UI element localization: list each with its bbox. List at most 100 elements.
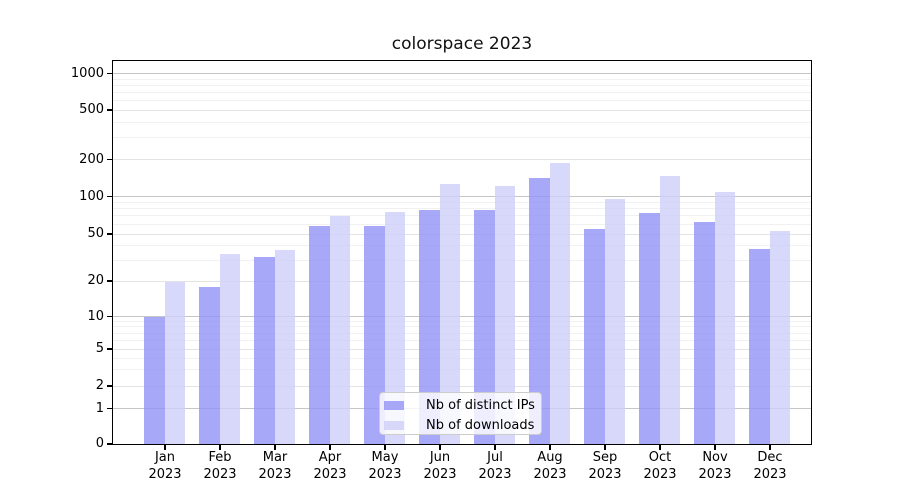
x-tick-label: Jun 2023 — [423, 450, 457, 482]
gridline — [113, 159, 811, 160]
y-tick-label: 200 — [79, 151, 104, 167]
bar-downloads-apr — [329, 215, 350, 444]
gridline — [113, 244, 811, 246]
x-tick-label: Aug 2023 — [533, 450, 567, 482]
bar-downloads-feb — [219, 254, 240, 444]
gridline — [113, 208, 811, 210]
bar-downloads-oct — [659, 176, 680, 444]
bar-downloads-jul — [494, 185, 515, 444]
x-tick — [439, 445, 441, 450]
gridline — [113, 339, 811, 341]
x-tick — [714, 445, 716, 450]
y-tick — [107, 280, 112, 282]
x-tick-label: May 2023 — [368, 450, 402, 482]
gridline — [113, 385, 811, 387]
gridline — [113, 215, 811, 217]
y-tick — [107, 385, 112, 387]
x-tick-label: Nov 2023 — [698, 450, 732, 482]
y-tick — [107, 109, 112, 111]
x-tick-label: Mar 2023 — [258, 450, 292, 482]
gridline — [113, 280, 811, 282]
bar-downloads-jun — [439, 184, 460, 444]
x-tick-label: Sep 2023 — [588, 450, 622, 482]
y-tick — [107, 348, 112, 350]
legend-label-distinct-ips: Nb of distinct IPs — [426, 397, 535, 413]
x-tick-label: Feb 2023 — [203, 450, 237, 482]
x-tick-label: Oct 2023 — [643, 450, 677, 482]
y-tick — [107, 443, 112, 445]
gridline — [113, 137, 811, 139]
x-tick — [769, 445, 771, 450]
y-tick-label: 5 — [95, 341, 104, 356]
gridline — [113, 78, 811, 80]
bar-downloads-nov — [714, 191, 735, 444]
bar-distinct-ips-jan — [144, 317, 165, 444]
gridline — [113, 316, 811, 317]
x-tick-label: Jul 2023 — [478, 450, 512, 482]
y-tick-label: 2 — [95, 378, 104, 393]
legend-item-downloads: Nb of downloads — [384, 415, 541, 435]
y-tick-label: 10 — [87, 308, 104, 324]
x-tick — [659, 445, 661, 450]
legend-swatch-distinct-ips — [384, 400, 404, 410]
bar-distinct-ips-aug — [529, 178, 550, 444]
gridline — [113, 196, 811, 197]
bar-downloads-aug — [549, 162, 570, 444]
legend-item-distinct-ips: Nb of distinct IPs — [384, 395, 541, 415]
y-tick-label: 100 — [79, 188, 104, 204]
gridline — [113, 121, 811, 123]
y-tick — [107, 195, 112, 198]
x-tick — [219, 445, 221, 450]
x-tick-label: Jan 2023 — [148, 450, 182, 482]
bar-downloads-dec — [769, 231, 790, 444]
x-tick-label: Dec 2023 — [753, 450, 787, 482]
x-tick — [384, 445, 386, 450]
bar-downloads-may — [384, 211, 405, 444]
gridline — [113, 91, 811, 93]
gridline — [113, 320, 811, 322]
plot-area — [112, 60, 812, 445]
gridline — [113, 233, 811, 235]
bar-distinct-ips-oct — [639, 212, 660, 444]
x-tick — [164, 445, 166, 450]
gridline — [113, 84, 811, 86]
y-tick-label: 20 — [87, 273, 104, 288]
bar-distinct-ips-apr — [309, 225, 330, 444]
y-tick-label: 50 — [87, 226, 104, 241]
bar-distinct-ips-sep — [584, 229, 605, 444]
x-tick — [329, 445, 331, 450]
gridline — [113, 332, 811, 334]
y-tick — [107, 407, 112, 410]
bar-distinct-ips-dec — [749, 248, 770, 444]
bar-distinct-ips-jul — [474, 210, 495, 444]
gridline — [113, 326, 811, 328]
gridline — [113, 223, 811, 225]
bar-downloads-sep — [604, 198, 625, 444]
bar-distinct-ips-jun — [419, 210, 440, 444]
chart-title: colorspace 2023 — [391, 34, 533, 54]
y-tick — [107, 158, 112, 161]
gridline — [113, 201, 811, 203]
y-tick — [107, 233, 112, 235]
bar-downloads-jan — [164, 281, 185, 444]
legend: Nb of distinct IPs Nb of downloads — [379, 392, 542, 435]
x-tick — [549, 445, 551, 450]
legend-label-downloads: Nb of downloads — [426, 417, 535, 433]
y-tick-label: 1 — [95, 400, 104, 416]
bar-distinct-ips-may — [364, 225, 385, 444]
legend-swatch-downloads — [384, 420, 404, 430]
x-tick — [274, 445, 276, 450]
bar-distinct-ips-nov — [694, 222, 715, 444]
x-tick — [604, 445, 606, 450]
y-tick-label: 1000 — [70, 65, 104, 81]
gridline — [113, 259, 811, 261]
bar-distinct-ips-mar — [254, 257, 275, 444]
y-tick-label: 0 — [95, 436, 104, 451]
x-tick-label: Apr 2023 — [313, 450, 347, 482]
gridline — [113, 357, 811, 359]
gridline — [113, 99, 811, 101]
gridline — [113, 348, 811, 350]
y-tick-label: 500 — [79, 102, 104, 117]
gridline — [113, 369, 811, 371]
